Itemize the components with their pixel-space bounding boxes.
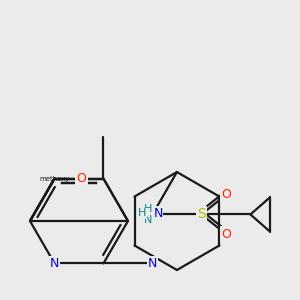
Text: S: S: [197, 208, 206, 221]
Text: N: N: [153, 207, 163, 220]
Text: H
N: H N: [144, 204, 152, 225]
Text: H: H: [138, 208, 146, 218]
Text: N: N: [148, 257, 157, 270]
Text: O: O: [221, 228, 231, 241]
Text: O: O: [221, 188, 231, 201]
Text: N: N: [50, 257, 59, 270]
Text: O: O: [76, 172, 86, 185]
Text: methoxy: methoxy: [39, 176, 70, 182]
